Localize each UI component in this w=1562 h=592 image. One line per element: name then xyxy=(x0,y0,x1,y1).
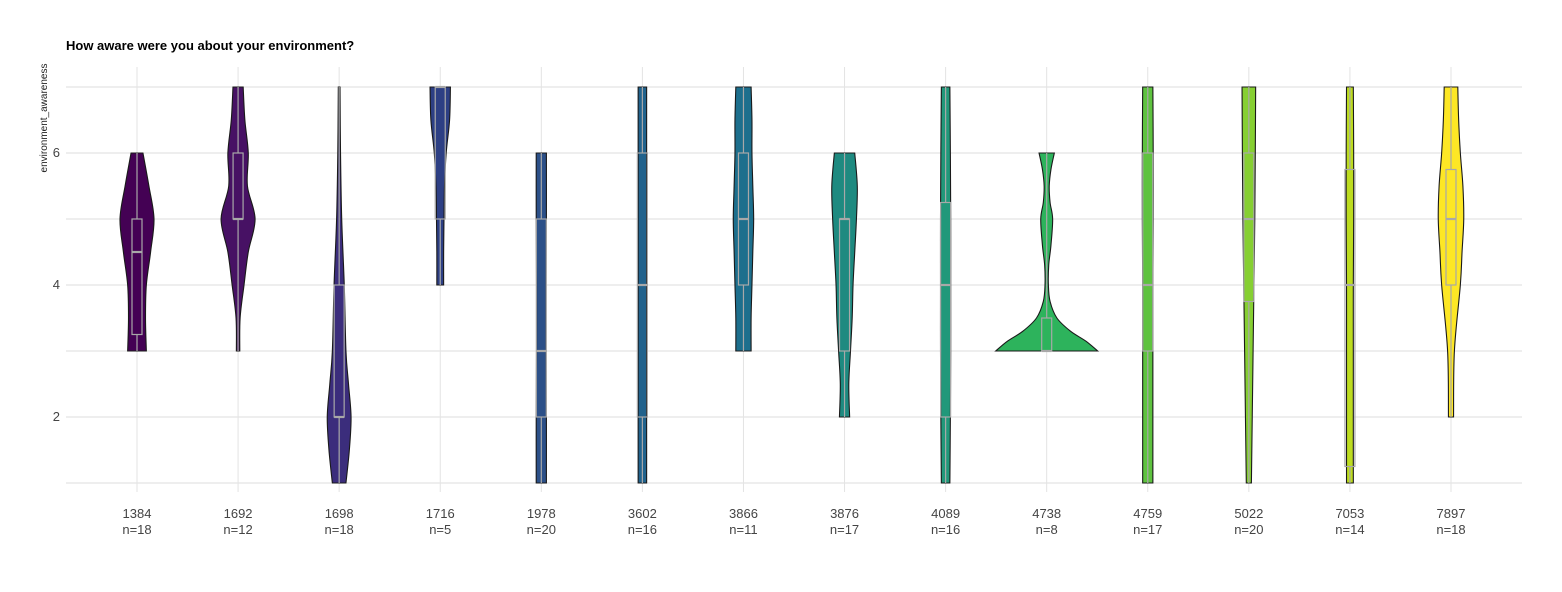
y-axis-title: environment_awareness xyxy=(39,64,50,173)
x-tick-label: 3866 xyxy=(729,506,758,521)
x-tick-label: 1698 xyxy=(325,506,354,521)
x-tick-count-label: n=14 xyxy=(1335,522,1364,537)
box-iqr xyxy=(1243,152,1255,303)
x-tick-label: 1692 xyxy=(224,506,253,521)
x-tick-label: 1716 xyxy=(426,506,455,521)
violin-group-1716 xyxy=(429,85,451,286)
violin-group-1692 xyxy=(220,86,256,352)
violin-layer xyxy=(119,85,1465,484)
box-iqr xyxy=(1142,152,1154,352)
x-tick-count-label: n=18 xyxy=(122,522,151,537)
x-tick-count-label: n=17 xyxy=(830,522,859,537)
x-tick-count-label: n=18 xyxy=(325,522,354,537)
y-tick-label: 6 xyxy=(53,145,60,160)
x-tick-count-label: n=11 xyxy=(729,522,757,537)
violin-group-7897 xyxy=(1437,86,1465,418)
x-tick-count-label: n=20 xyxy=(527,522,556,537)
box-iqr xyxy=(1344,168,1356,468)
violin-group-3876 xyxy=(831,152,858,418)
violin-shape xyxy=(1241,86,1257,484)
x-tick-label: 3602 xyxy=(628,506,657,521)
x-tick-label: 7053 xyxy=(1335,506,1364,521)
box-iqr xyxy=(1445,168,1457,286)
x-tick-count-label: n=5 xyxy=(429,522,451,537)
x-tick-label: 3876 xyxy=(830,506,859,521)
x-tick-count-label: n=16 xyxy=(931,522,960,537)
violin-group-4089 xyxy=(939,86,952,484)
x-tick-label: 7897 xyxy=(1437,506,1466,521)
violin-shape xyxy=(1437,86,1465,418)
x-tick-count-label: n=12 xyxy=(223,522,252,537)
x-tick-label: 4089 xyxy=(931,506,960,521)
violin-group-5022 xyxy=(1241,86,1257,484)
y-tick-label: 2 xyxy=(53,409,60,424)
violin-group-3866 xyxy=(732,86,755,352)
x-tick-label: 1384 xyxy=(123,506,152,521)
x-tick-count-label: n=16 xyxy=(628,522,657,537)
x-axis-ticks: 1384n=181692n=121698n=181716n=51978n=203… xyxy=(122,506,1465,537)
box-iqr xyxy=(131,218,143,336)
y-tick-label: 4 xyxy=(53,277,60,292)
x-tick-label: 5022 xyxy=(1234,506,1263,521)
violin-group-4759 xyxy=(1141,86,1154,484)
box-iqr xyxy=(535,218,547,418)
x-tick-label: 1978 xyxy=(527,506,556,521)
x-tick-label: 4759 xyxy=(1133,506,1162,521)
violin-group-3602 xyxy=(636,86,648,484)
x-tick-count-label: n=20 xyxy=(1234,522,1263,537)
grid-layer xyxy=(66,67,1522,492)
x-tick-count-label: n=17 xyxy=(1133,522,1162,537)
violin-group-1384 xyxy=(119,152,155,352)
violin-group-1978 xyxy=(535,152,547,484)
y-axis-ticks: 2 4 6 xyxy=(53,145,60,424)
x-tick-count-label: n=18 xyxy=(1436,522,1465,537)
chart-title: How aware were you about your environmen… xyxy=(66,38,355,53)
violin-shape xyxy=(831,152,858,418)
x-tick-count-label: n=8 xyxy=(1036,522,1058,537)
violin-group-1698 xyxy=(326,86,352,484)
box-iqr xyxy=(940,201,952,418)
x-tick-label: 4738 xyxy=(1032,506,1061,521)
violin-group-4738 xyxy=(994,152,1100,353)
violin-group-7053 xyxy=(1344,86,1356,484)
